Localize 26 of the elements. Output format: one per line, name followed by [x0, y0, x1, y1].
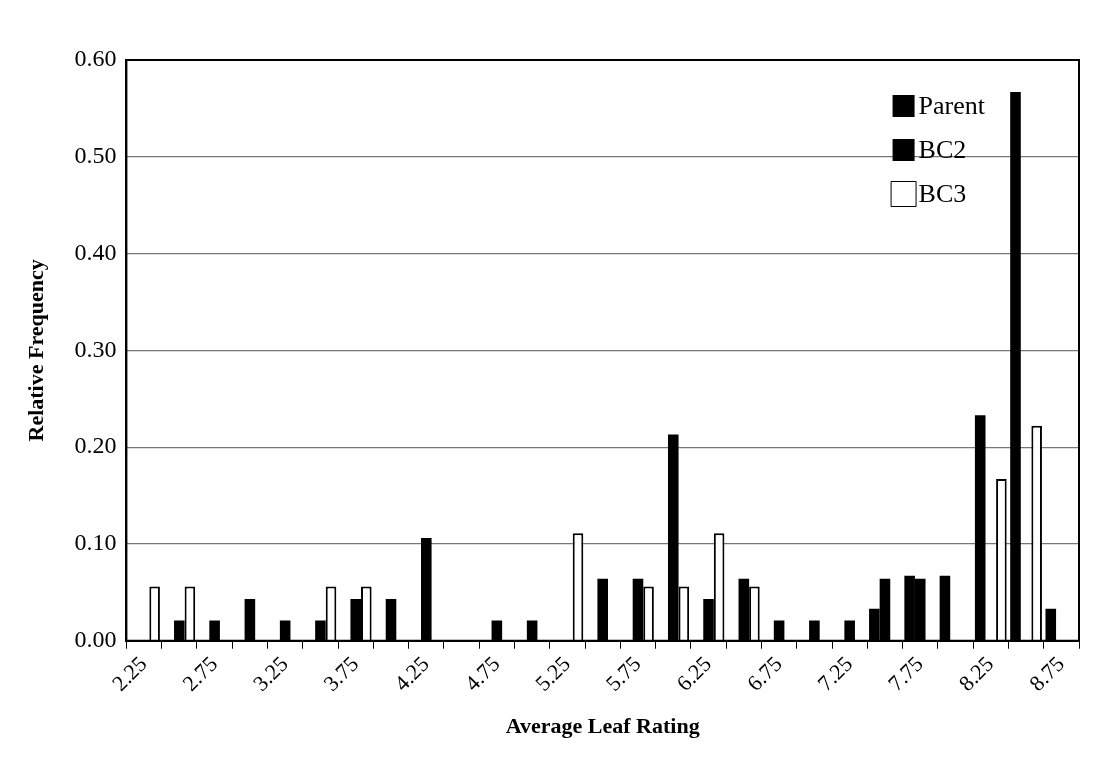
x-tick-label: 7.25	[812, 650, 858, 696]
x-tick-label: 5.25	[530, 650, 576, 696]
x-tick-label: 6.25	[671, 650, 717, 696]
y-tick-label: 0.40	[74, 238, 117, 265]
x-tick-label: 4.25	[389, 650, 434, 696]
x-axis-title: Average Leaf Rating	[505, 713, 700, 739]
x-tick-label: 3.75	[318, 650, 364, 696]
y-tick-label: 0.50	[74, 142, 117, 169]
x-tick-label: 2.25	[106, 650, 152, 696]
y-tick-label: 0.00	[74, 626, 117, 653]
x-tick-label: 6.75	[741, 650, 787, 696]
y-axis-title: Relative Frequency	[22, 259, 48, 442]
x-tick-label: 5.75	[600, 650, 646, 696]
x-tick-label: 8.75	[1024, 650, 1069, 696]
legend-label: BC3	[918, 178, 967, 208]
x-tick-label: 4.75	[459, 650, 505, 696]
legend-label: BC2	[918, 134, 967, 164]
x-tick-label: 3.25	[247, 650, 293, 696]
y-tick-label: 0.10	[74, 529, 117, 556]
x-tick-label: 8.25	[953, 650, 999, 696]
x-tick-label: 7.75	[882, 650, 928, 696]
y-tick-label: 0.30	[74, 335, 117, 362]
y-tick-label: 0.20	[74, 432, 117, 459]
legend-label: Parent	[918, 90, 986, 120]
x-tick-label: 2.75	[177, 650, 223, 696]
y-tick-label: 0.60	[74, 45, 117, 72]
